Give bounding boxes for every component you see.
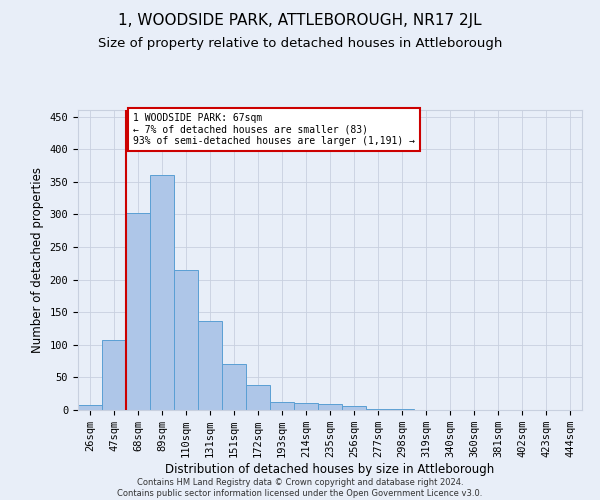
- Text: 1 WOODSIDE PARK: 67sqm
← 7% of detached houses are smaller (83)
93% of semi-deta: 1 WOODSIDE PARK: 67sqm ← 7% of detached …: [133, 114, 415, 146]
- Bar: [294, 404, 318, 410]
- Bar: [102, 340, 126, 410]
- Text: 1, WOODSIDE PARK, ATTLEBOROUGH, NR17 2JL: 1, WOODSIDE PARK, ATTLEBOROUGH, NR17 2JL: [118, 12, 482, 28]
- Bar: [126, 213, 150, 410]
- Bar: [270, 402, 294, 410]
- Bar: [318, 404, 342, 410]
- Y-axis label: Number of detached properties: Number of detached properties: [31, 167, 44, 353]
- Bar: [174, 270, 198, 410]
- Text: Contains HM Land Registry data © Crown copyright and database right 2024.
Contai: Contains HM Land Registry data © Crown c…: [118, 478, 482, 498]
- X-axis label: Distribution of detached houses by size in Attleborough: Distribution of detached houses by size …: [166, 463, 494, 476]
- Bar: [150, 175, 174, 410]
- Bar: [366, 408, 390, 410]
- Bar: [246, 385, 270, 410]
- Bar: [78, 405, 102, 410]
- Text: Size of property relative to detached houses in Attleborough: Size of property relative to detached ho…: [98, 38, 502, 51]
- Bar: [198, 322, 222, 410]
- Bar: [342, 406, 366, 410]
- Bar: [222, 364, 246, 410]
